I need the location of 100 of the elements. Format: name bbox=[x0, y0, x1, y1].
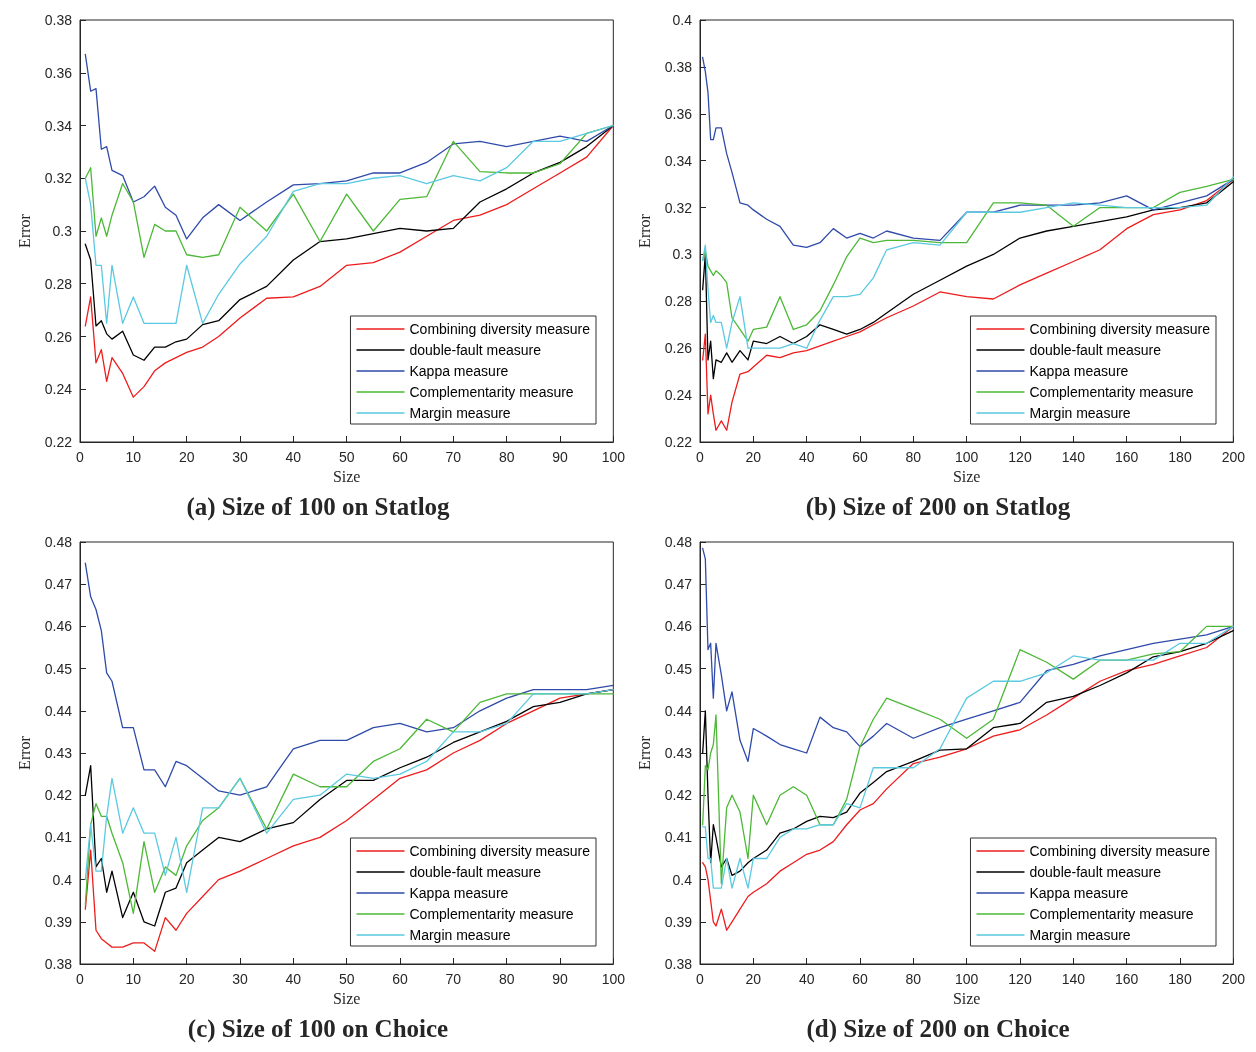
x-tick-label: 20 bbox=[178, 449, 195, 465]
y-axis-title: Error bbox=[635, 213, 653, 248]
y-tick-label: 0.28 bbox=[44, 275, 73, 292]
y-tick-label: 0.47 bbox=[664, 576, 693, 593]
line-series bbox=[702, 56, 1234, 249]
x-tick-label: 30 bbox=[232, 449, 248, 465]
text: (a) Size of 100 on Statlog bbox=[186, 493, 451, 521]
legend-label: Kappa measure bbox=[409, 885, 509, 901]
x-tick-label: 0 bbox=[76, 449, 85, 465]
x-axis-title: Size bbox=[952, 468, 981, 486]
line-series bbox=[84, 562, 614, 796]
text: (d) Size of 200 on Choice bbox=[806, 1015, 1070, 1043]
y-tick-label: 0.48 bbox=[664, 534, 693, 550]
y-tick-label: 0.3 bbox=[672, 246, 693, 263]
legend-label: double-fault measure bbox=[409, 864, 542, 880]
x-tick-label: 180 bbox=[1168, 449, 1192, 465]
y-tick-label: 0.44 bbox=[664, 702, 693, 719]
line-series bbox=[84, 53, 614, 240]
legend-label: double-fault measure bbox=[1029, 342, 1162, 358]
y-tick-label: 0.26 bbox=[664, 340, 693, 357]
x-tick-label: 100 bbox=[954, 449, 979, 465]
x-tick-label: 60 bbox=[852, 971, 868, 987]
y-tick-label: 0.34 bbox=[44, 117, 73, 134]
y-axis-title: Error bbox=[15, 735, 33, 770]
legend-label: Kappa measure bbox=[409, 363, 509, 379]
y-tick-label: 0.42 bbox=[44, 787, 73, 804]
y-tick-label: 0.4 bbox=[672, 12, 693, 28]
y-tick-label: 0.38 bbox=[664, 58, 693, 75]
y-tick-label: 0.43 bbox=[664, 745, 693, 761]
legend-label: Margin measure bbox=[409, 405, 511, 421]
legend-label: Kappa measure bbox=[1029, 363, 1129, 379]
x-axis-title: Size bbox=[952, 990, 981, 1008]
y-tick-label: 0.36 bbox=[664, 105, 693, 122]
y-axis-title: Error bbox=[635, 735, 653, 770]
line-series bbox=[702, 178, 1234, 431]
x-tick-label: 20 bbox=[178, 971, 195, 987]
y-tick-label: 0.28 bbox=[664, 293, 693, 310]
x-tick-label: 140 bbox=[1061, 971, 1086, 987]
x-tick-label: 50 bbox=[338, 971, 355, 987]
y-tick-label: 0.36 bbox=[44, 64, 73, 81]
legend-label: Combining diversity measure bbox=[1029, 843, 1211, 859]
x-tick-label: 40 bbox=[798, 449, 815, 465]
y-tick-label: 0.38 bbox=[664, 956, 693, 972]
x-tick-label: 160 bbox=[1114, 449, 1139, 465]
y-tick-label: 0.22 bbox=[44, 434, 73, 450]
x-tick-label: 60 bbox=[392, 449, 408, 465]
legend-label: Margin measure bbox=[1029, 927, 1131, 943]
y-tick-label: 0.34 bbox=[664, 152, 693, 169]
legend-label: Margin measure bbox=[409, 927, 511, 943]
y-tick-label: 0.42 bbox=[664, 787, 693, 804]
x-tick-label: 180 bbox=[1168, 971, 1192, 987]
x-tick-label: 80 bbox=[498, 449, 515, 465]
y-axis-title: Error bbox=[15, 213, 33, 248]
x-tick-label: 160 bbox=[1114, 971, 1139, 987]
x-tick-label: 200 bbox=[1221, 449, 1246, 465]
x-tick-label: 20 bbox=[745, 449, 762, 465]
x-tick-label: 40 bbox=[285, 971, 302, 987]
y-tick-label: 0.39 bbox=[664, 913, 693, 930]
x-tick-label: 80 bbox=[905, 971, 922, 987]
line-series bbox=[702, 181, 1234, 380]
legend-label: Complementarity measure bbox=[409, 906, 574, 922]
x-tick-label: 120 bbox=[1008, 971, 1032, 987]
y-tick-label: 0.22 bbox=[664, 434, 693, 450]
x-tick-label: 10 bbox=[125, 449, 142, 465]
x-tick-label: 70 bbox=[445, 971, 462, 987]
legend-label: Combining diversity measure bbox=[1029, 321, 1211, 337]
y-tick-label: 0.38 bbox=[44, 12, 73, 28]
x-axis-title: Size bbox=[332, 990, 361, 1008]
text: (b) Size of 200 on Statlog bbox=[805, 493, 1071, 521]
y-tick-label: 0.24 bbox=[664, 387, 693, 404]
line-series bbox=[84, 124, 614, 324]
y-tick-label: 0.46 bbox=[664, 618, 693, 635]
x-tick-label: 0 bbox=[696, 449, 705, 465]
y-tick-label: 0.41 bbox=[664, 829, 693, 846]
y-tick-label: 0.43 bbox=[44, 745, 73, 761]
x-tick-label: 80 bbox=[498, 971, 515, 987]
x-tick-label: 0 bbox=[696, 971, 705, 987]
y-tick-label: 0.39 bbox=[44, 913, 73, 930]
y-tick-label: 0.45 bbox=[664, 660, 693, 677]
x-tick-label: 90 bbox=[552, 449, 568, 465]
legend-label: Complementarity measure bbox=[409, 384, 574, 400]
y-tick-label: 0.4 bbox=[672, 871, 693, 888]
y-tick-label: 0.26 bbox=[44, 328, 73, 345]
x-tick-label: 10 bbox=[125, 971, 142, 987]
x-tick-label: 70 bbox=[445, 449, 462, 465]
y-tick-label: 0.3 bbox=[52, 223, 73, 239]
text: (c) Size of 100 on Choice bbox=[187, 1015, 449, 1043]
y-tick-label: 0.48 bbox=[44, 534, 73, 550]
x-tick-label: 60 bbox=[852, 449, 868, 465]
x-tick-label: 200 bbox=[1221, 971, 1246, 987]
x-tick-label: 100 bbox=[601, 971, 626, 987]
x-tick-label: 40 bbox=[798, 971, 815, 987]
y-tick-label: 0.24 bbox=[44, 381, 73, 398]
x-tick-label: 120 bbox=[1008, 449, 1032, 465]
legend-label: Kappa measure bbox=[1029, 885, 1129, 901]
legend-label: double-fault measure bbox=[1029, 864, 1162, 880]
x-tick-label: 0 bbox=[76, 971, 85, 987]
x-tick-label: 100 bbox=[601, 449, 626, 465]
y-tick-label: 0.47 bbox=[44, 576, 73, 593]
y-tick-label: 0.45 bbox=[44, 660, 73, 677]
